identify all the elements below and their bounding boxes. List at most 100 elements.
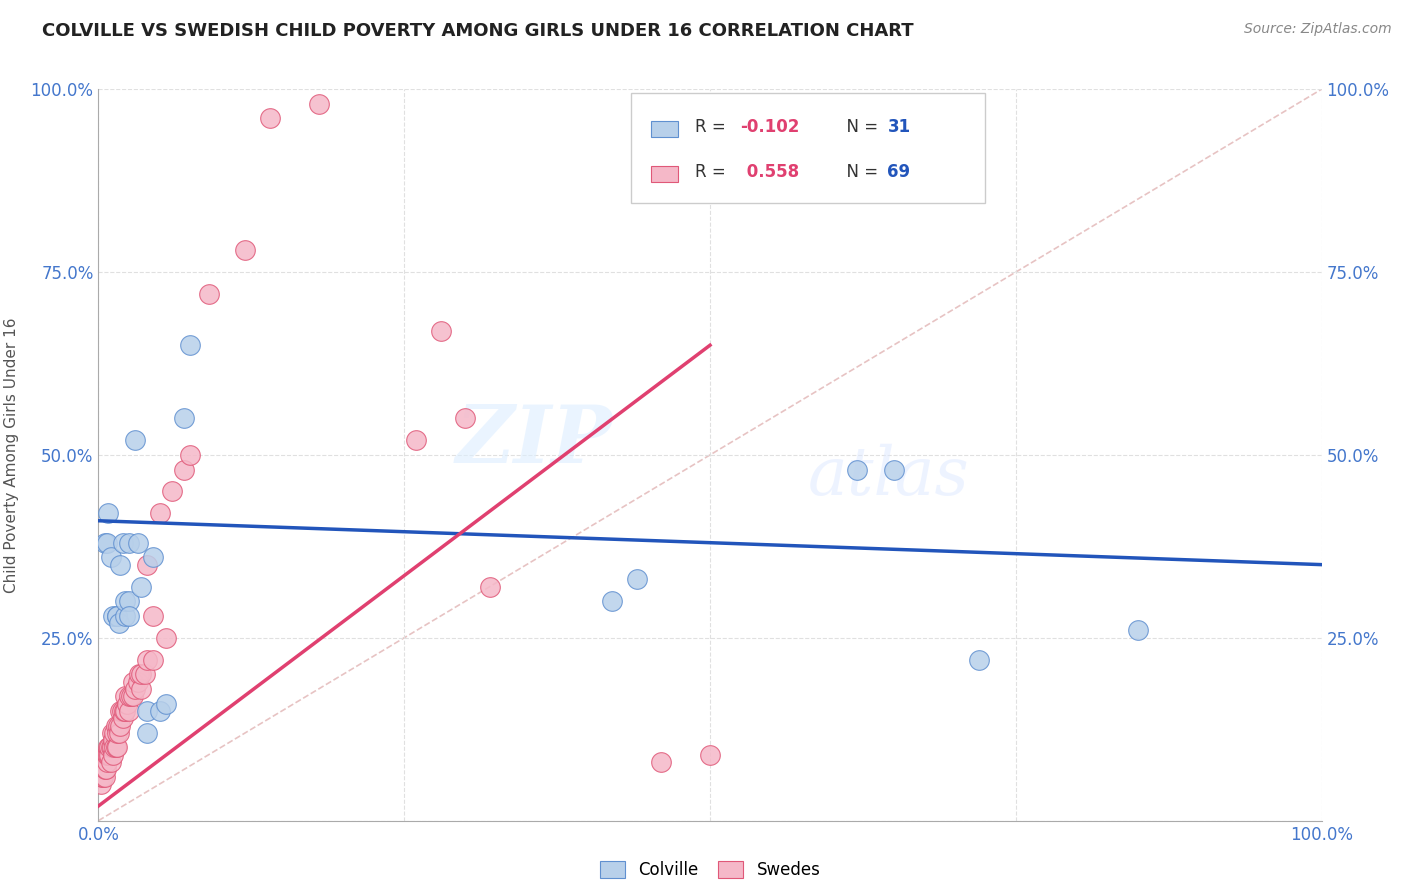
Point — [105, 608, 128, 623]
Point — [115, 697, 138, 711]
Point — [127, 535, 149, 549]
Point — [110, 704, 132, 718]
Point — [967, 653, 990, 667]
Point — [127, 674, 149, 689]
Point — [94, 763, 117, 777]
Point — [155, 631, 177, 645]
Point — [108, 726, 131, 740]
Point — [105, 726, 128, 740]
Point — [114, 608, 136, 623]
Text: N =: N = — [837, 119, 883, 136]
Legend: Colville, Swedes: Colville, Swedes — [593, 854, 827, 886]
Point — [118, 690, 141, 704]
Point — [124, 681, 146, 696]
FancyBboxPatch shape — [651, 120, 678, 136]
Point — [111, 704, 134, 718]
Point — [118, 594, 141, 608]
Point — [104, 740, 127, 755]
Point — [118, 608, 141, 623]
Point — [120, 690, 142, 704]
Point — [96, 755, 118, 769]
Point — [114, 690, 136, 704]
Point — [179, 448, 201, 462]
Point — [142, 550, 165, 565]
Point — [626, 572, 648, 586]
Point — [111, 711, 134, 725]
Point — [89, 770, 111, 784]
Point — [101, 733, 124, 747]
Point — [101, 740, 124, 755]
Point — [699, 747, 721, 762]
Point — [108, 616, 131, 631]
Point — [142, 608, 165, 623]
Point — [97, 740, 120, 755]
Point — [179, 338, 201, 352]
Point — [121, 674, 143, 689]
Text: Source: ZipAtlas.com: Source: ZipAtlas.com — [1244, 22, 1392, 37]
Point — [845, 462, 868, 476]
Point — [259, 112, 281, 126]
Point — [1128, 624, 1150, 638]
Point — [93, 535, 115, 549]
Point — [478, 580, 501, 594]
Point — [114, 594, 136, 608]
Point — [101, 747, 124, 762]
Point — [94, 747, 117, 762]
Text: 0.558: 0.558 — [741, 163, 799, 181]
Text: R =: R = — [696, 163, 731, 181]
Point — [149, 507, 172, 521]
Point — [91, 755, 114, 769]
Point — [107, 718, 129, 732]
Point — [129, 580, 152, 594]
Point — [90, 763, 112, 777]
Point — [103, 726, 125, 740]
Point — [136, 704, 159, 718]
Point — [600, 594, 623, 608]
Point — [308, 96, 330, 111]
Point — [197, 287, 219, 301]
Point — [121, 690, 143, 704]
Text: -0.102: -0.102 — [741, 119, 800, 136]
Point — [173, 411, 195, 425]
Point — [136, 653, 159, 667]
Point — [149, 704, 172, 718]
Point — [129, 681, 152, 696]
Point — [128, 667, 150, 681]
Point — [98, 747, 121, 762]
Point — [160, 484, 183, 499]
Point — [142, 653, 165, 667]
Point — [173, 462, 195, 476]
Point — [118, 535, 141, 549]
Point — [101, 608, 124, 623]
Point — [883, 462, 905, 476]
FancyBboxPatch shape — [630, 93, 986, 202]
Point — [233, 243, 256, 257]
Point — [136, 726, 159, 740]
Point — [100, 740, 122, 755]
Point — [114, 704, 136, 718]
FancyBboxPatch shape — [651, 166, 678, 182]
Point — [405, 434, 427, 448]
Point — [650, 755, 672, 769]
Text: COLVILLE VS SWEDISH CHILD POVERTY AMONG GIRLS UNDER 16 CORRELATION CHART: COLVILLE VS SWEDISH CHILD POVERTY AMONG … — [42, 22, 914, 40]
Point — [103, 740, 125, 755]
Text: N =: N = — [837, 163, 883, 181]
Point — [96, 535, 118, 549]
Point — [91, 770, 114, 784]
Point — [155, 697, 177, 711]
Point — [112, 704, 135, 718]
Point — [98, 740, 121, 755]
Point — [90, 777, 112, 791]
Text: R =: R = — [696, 119, 731, 136]
Point — [136, 558, 159, 572]
Point — [96, 747, 118, 762]
Point — [105, 608, 128, 623]
Point — [129, 667, 152, 681]
Point — [110, 558, 132, 572]
Point — [104, 718, 127, 732]
Point — [454, 411, 477, 425]
Point — [100, 550, 122, 565]
Point — [97, 507, 120, 521]
Text: ZIP: ZIP — [456, 401, 612, 479]
Point — [93, 763, 115, 777]
